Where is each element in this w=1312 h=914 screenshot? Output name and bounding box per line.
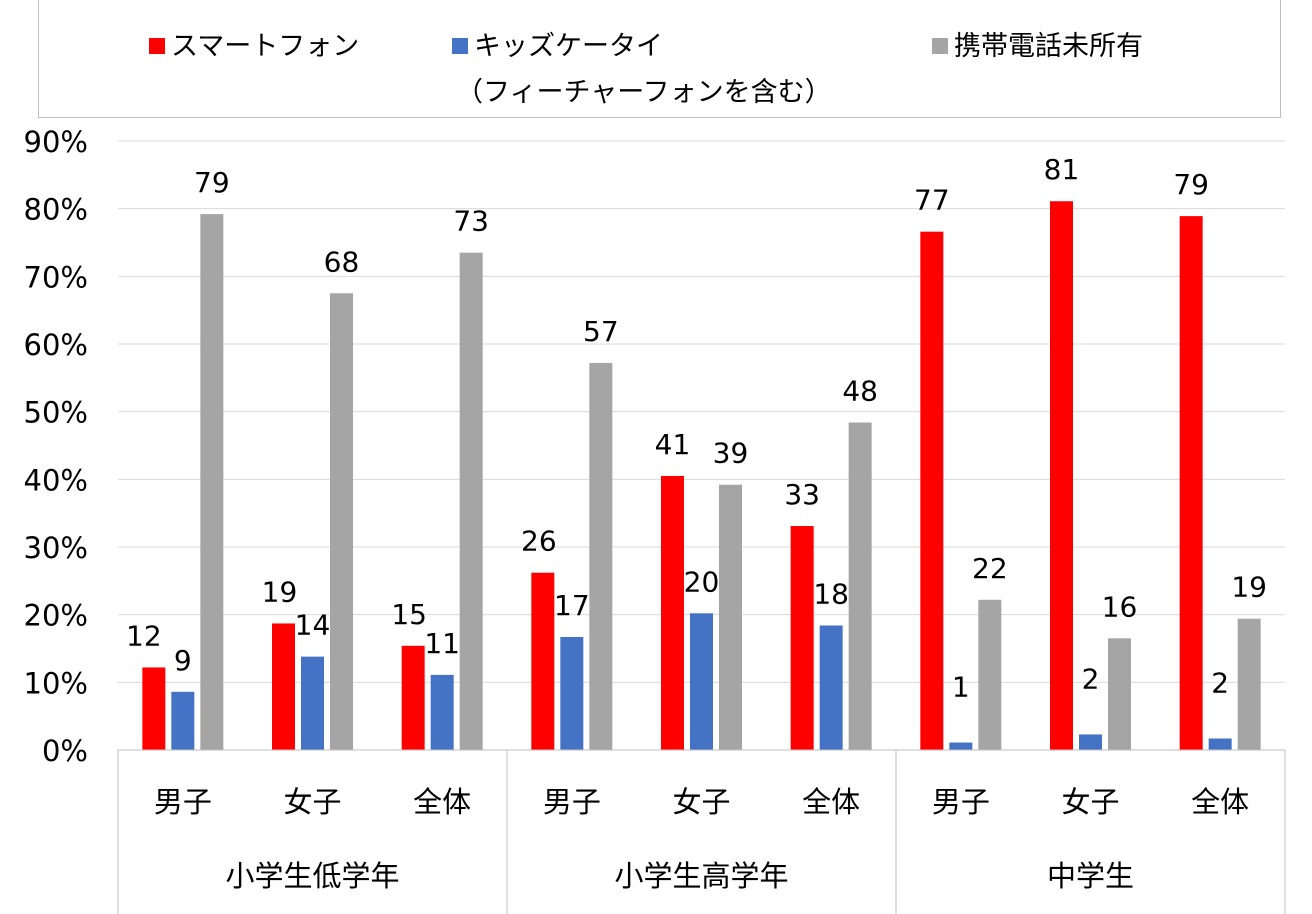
x-category-label: 女子	[283, 785, 341, 819]
bar	[1079, 734, 1102, 750]
legend-label-kids-phone-sub: （フィーチャーフォンを含む）	[456, 77, 832, 108]
data-label: 41	[655, 428, 691, 461]
data-label: 1	[952, 671, 970, 704]
data-label: 39	[713, 437, 749, 470]
y-tick-label: 20%	[24, 599, 88, 633]
bar	[589, 362, 613, 750]
x-category-label: 女子	[1061, 785, 1119, 819]
data-label: 19	[1231, 571, 1267, 604]
data-label: 68	[324, 245, 360, 278]
data-label: 81	[1044, 153, 1080, 186]
legend-item-kids-phone: キッズケータイ	[452, 24, 663, 63]
bar	[949, 742, 973, 750]
bar	[401, 645, 425, 750]
bar	[142, 667, 166, 750]
bar	[330, 293, 353, 750]
data-label: 57	[583, 315, 619, 348]
y-tick-label: 80%	[24, 193, 88, 227]
data-label: 20	[684, 565, 720, 598]
data-label: 79	[1173, 168, 1209, 201]
x-category-label: 男子	[932, 785, 990, 819]
bar	[790, 526, 814, 750]
bar	[1179, 216, 1203, 751]
bar	[661, 475, 684, 750]
y-tick-label: 50%	[24, 396, 88, 430]
x-category-label: 女子	[672, 785, 730, 819]
x-category-label: 全体	[1191, 785, 1249, 819]
data-label: 9	[174, 644, 192, 677]
bar	[459, 252, 483, 750]
data-label: 79	[194, 166, 230, 199]
y-tick-label: 40%	[24, 463, 88, 497]
data-label: 33	[784, 478, 820, 511]
x-category-label: 男子	[543, 785, 601, 819]
bar	[272, 623, 295, 750]
y-tick-label: 0%	[42, 734, 88, 768]
bar	[531, 572, 555, 750]
data-label: 26	[521, 525, 557, 558]
bars	[142, 201, 1261, 751]
data-label: 15	[391, 598, 427, 631]
data-label: 2	[1211, 666, 1229, 699]
data-label: 19	[262, 575, 298, 608]
legend-label-smartphone: スマートフォン	[171, 31, 360, 62]
legend-label-kids-phone: キッズケータイ	[474, 31, 663, 62]
data-label: 14	[295, 609, 331, 642]
bar	[719, 484, 742, 750]
data-label: 77	[914, 184, 950, 217]
x-group-label: 小学生低学年	[225, 859, 399, 893]
data-label: 73	[453, 205, 489, 238]
y-tick-label: 70%	[24, 260, 88, 294]
bar	[200, 214, 224, 750]
data-label: 18	[813, 577, 849, 610]
bar	[690, 613, 713, 750]
data-label: 17	[554, 589, 590, 622]
x-category-label: 男子	[154, 785, 212, 819]
data-label: 11	[424, 627, 460, 660]
legend: スマートフォン キッズケータイ （フィーチャーフォンを含む） 携帯電話未所有	[38, 0, 1281, 118]
data-label: 2	[1082, 662, 1100, 695]
y-tick-label: 30%	[24, 531, 88, 565]
x-category-label: 全体	[802, 785, 860, 819]
bar	[560, 636, 584, 750]
bar	[1208, 738, 1232, 750]
data-label: 12	[126, 619, 162, 652]
legend-item-no-phone: 携帯電話未所有	[932, 24, 1143, 63]
y-tick-label: 60%	[24, 328, 88, 362]
y-tick-label: 10%	[24, 666, 88, 700]
x-category-label: 全体	[413, 785, 471, 819]
bar	[978, 599, 1002, 750]
y-axis: 0% 10% 20% 30% 40% 50% 60% 70% 80% 90%	[24, 125, 88, 768]
bar	[1108, 638, 1131, 750]
bar	[848, 422, 872, 750]
bar	[920, 231, 944, 750]
data-label: 16	[1102, 590, 1138, 623]
x-group-label: 小学生高学年	[614, 859, 788, 893]
legend-item-smartphone: スマートフォン	[149, 24, 359, 63]
legend-swatch-smartphone	[149, 37, 165, 54]
bar	[171, 691, 195, 750]
y-tick-label: 90%	[24, 125, 88, 159]
bar	[430, 674, 454, 750]
bar	[301, 656, 324, 750]
data-label: 22	[972, 552, 1008, 585]
x-group-label: 中学生	[1047, 859, 1134, 893]
legend-swatch-no-phone	[932, 37, 948, 54]
data-label: 48	[842, 374, 878, 407]
bar	[1050, 201, 1073, 750]
bar	[819, 625, 843, 750]
legend-swatch-kids-phone	[452, 37, 468, 54]
legend-label-no-phone: 携帯電話未所有	[954, 31, 1143, 62]
bar	[1237, 618, 1261, 750]
